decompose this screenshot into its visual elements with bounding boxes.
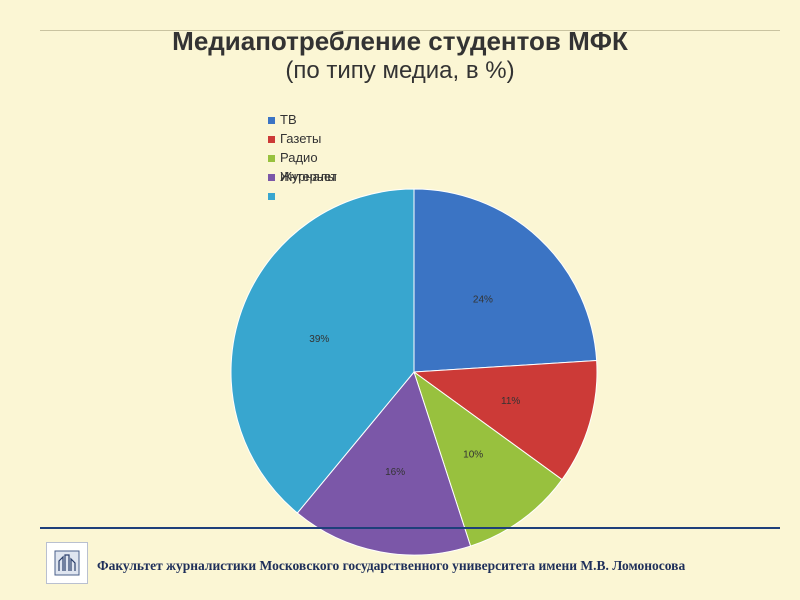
pie-slice-tv — [413, 188, 598, 373]
legend-item-newspapers: Газеты — [268, 131, 321, 150]
chart-title: Медиапотребление студентов МФК (по типу … — [0, 26, 800, 86]
legend-swatch-magazines — [268, 174, 275, 181]
legend-label-newspapers: Газеты — [280, 131, 322, 146]
legend-item-magazines: Журналы Интернет — [268, 169, 337, 188]
data-label-magazines: 16% — [385, 467, 405, 478]
university-logo — [46, 542, 88, 584]
footer-caption: Факультет журналистики Московского госуд… — [97, 558, 686, 573]
data-label-radio: 10% — [463, 449, 483, 460]
bottom-divider — [40, 527, 780, 529]
legend-item-tv: ТВ — [268, 112, 321, 131]
pie-data-labels: 24% 11% 10% 16% 39% — [309, 295, 520, 478]
legend-label-internet: Интернет — [280, 169, 337, 184]
legend-item-internet — [268, 188, 321, 207]
pie-slice-newspapers — [412, 359, 598, 481]
pie-slice-radio — [413, 370, 563, 547]
data-label-internet: 39% — [309, 334, 329, 345]
legend: ТВ Газеты Радио Журналы Интернет — [268, 112, 337, 207]
title-line-2: (по типу медиа, в %) — [285, 57, 515, 84]
legend-swatch-internet — [268, 193, 275, 200]
legend-swatch-radio — [268, 155, 275, 162]
data-label-tv: 24% — [473, 295, 493, 306]
legend-label-tv: ТВ — [280, 112, 297, 127]
title-line-1: Медиапотребление студентов МФК — [172, 26, 628, 56]
legend-label-magazines: Журналы — [280, 169, 337, 184]
top-divider — [40, 30, 780, 31]
legend-swatch-newspapers — [268, 136, 275, 143]
legend-swatch-tv — [268, 117, 275, 124]
pie-slice-internet — [230, 188, 415, 514]
pie-slice-magazines — [296, 370, 472, 556]
legend-item-radio: Радио — [268, 150, 321, 169]
data-label-newspapers: 11% — [501, 396, 520, 407]
university-emblem-icon — [54, 550, 80, 576]
legend-label-radio: Радио — [280, 150, 318, 165]
pie-slices — [230, 188, 598, 556]
